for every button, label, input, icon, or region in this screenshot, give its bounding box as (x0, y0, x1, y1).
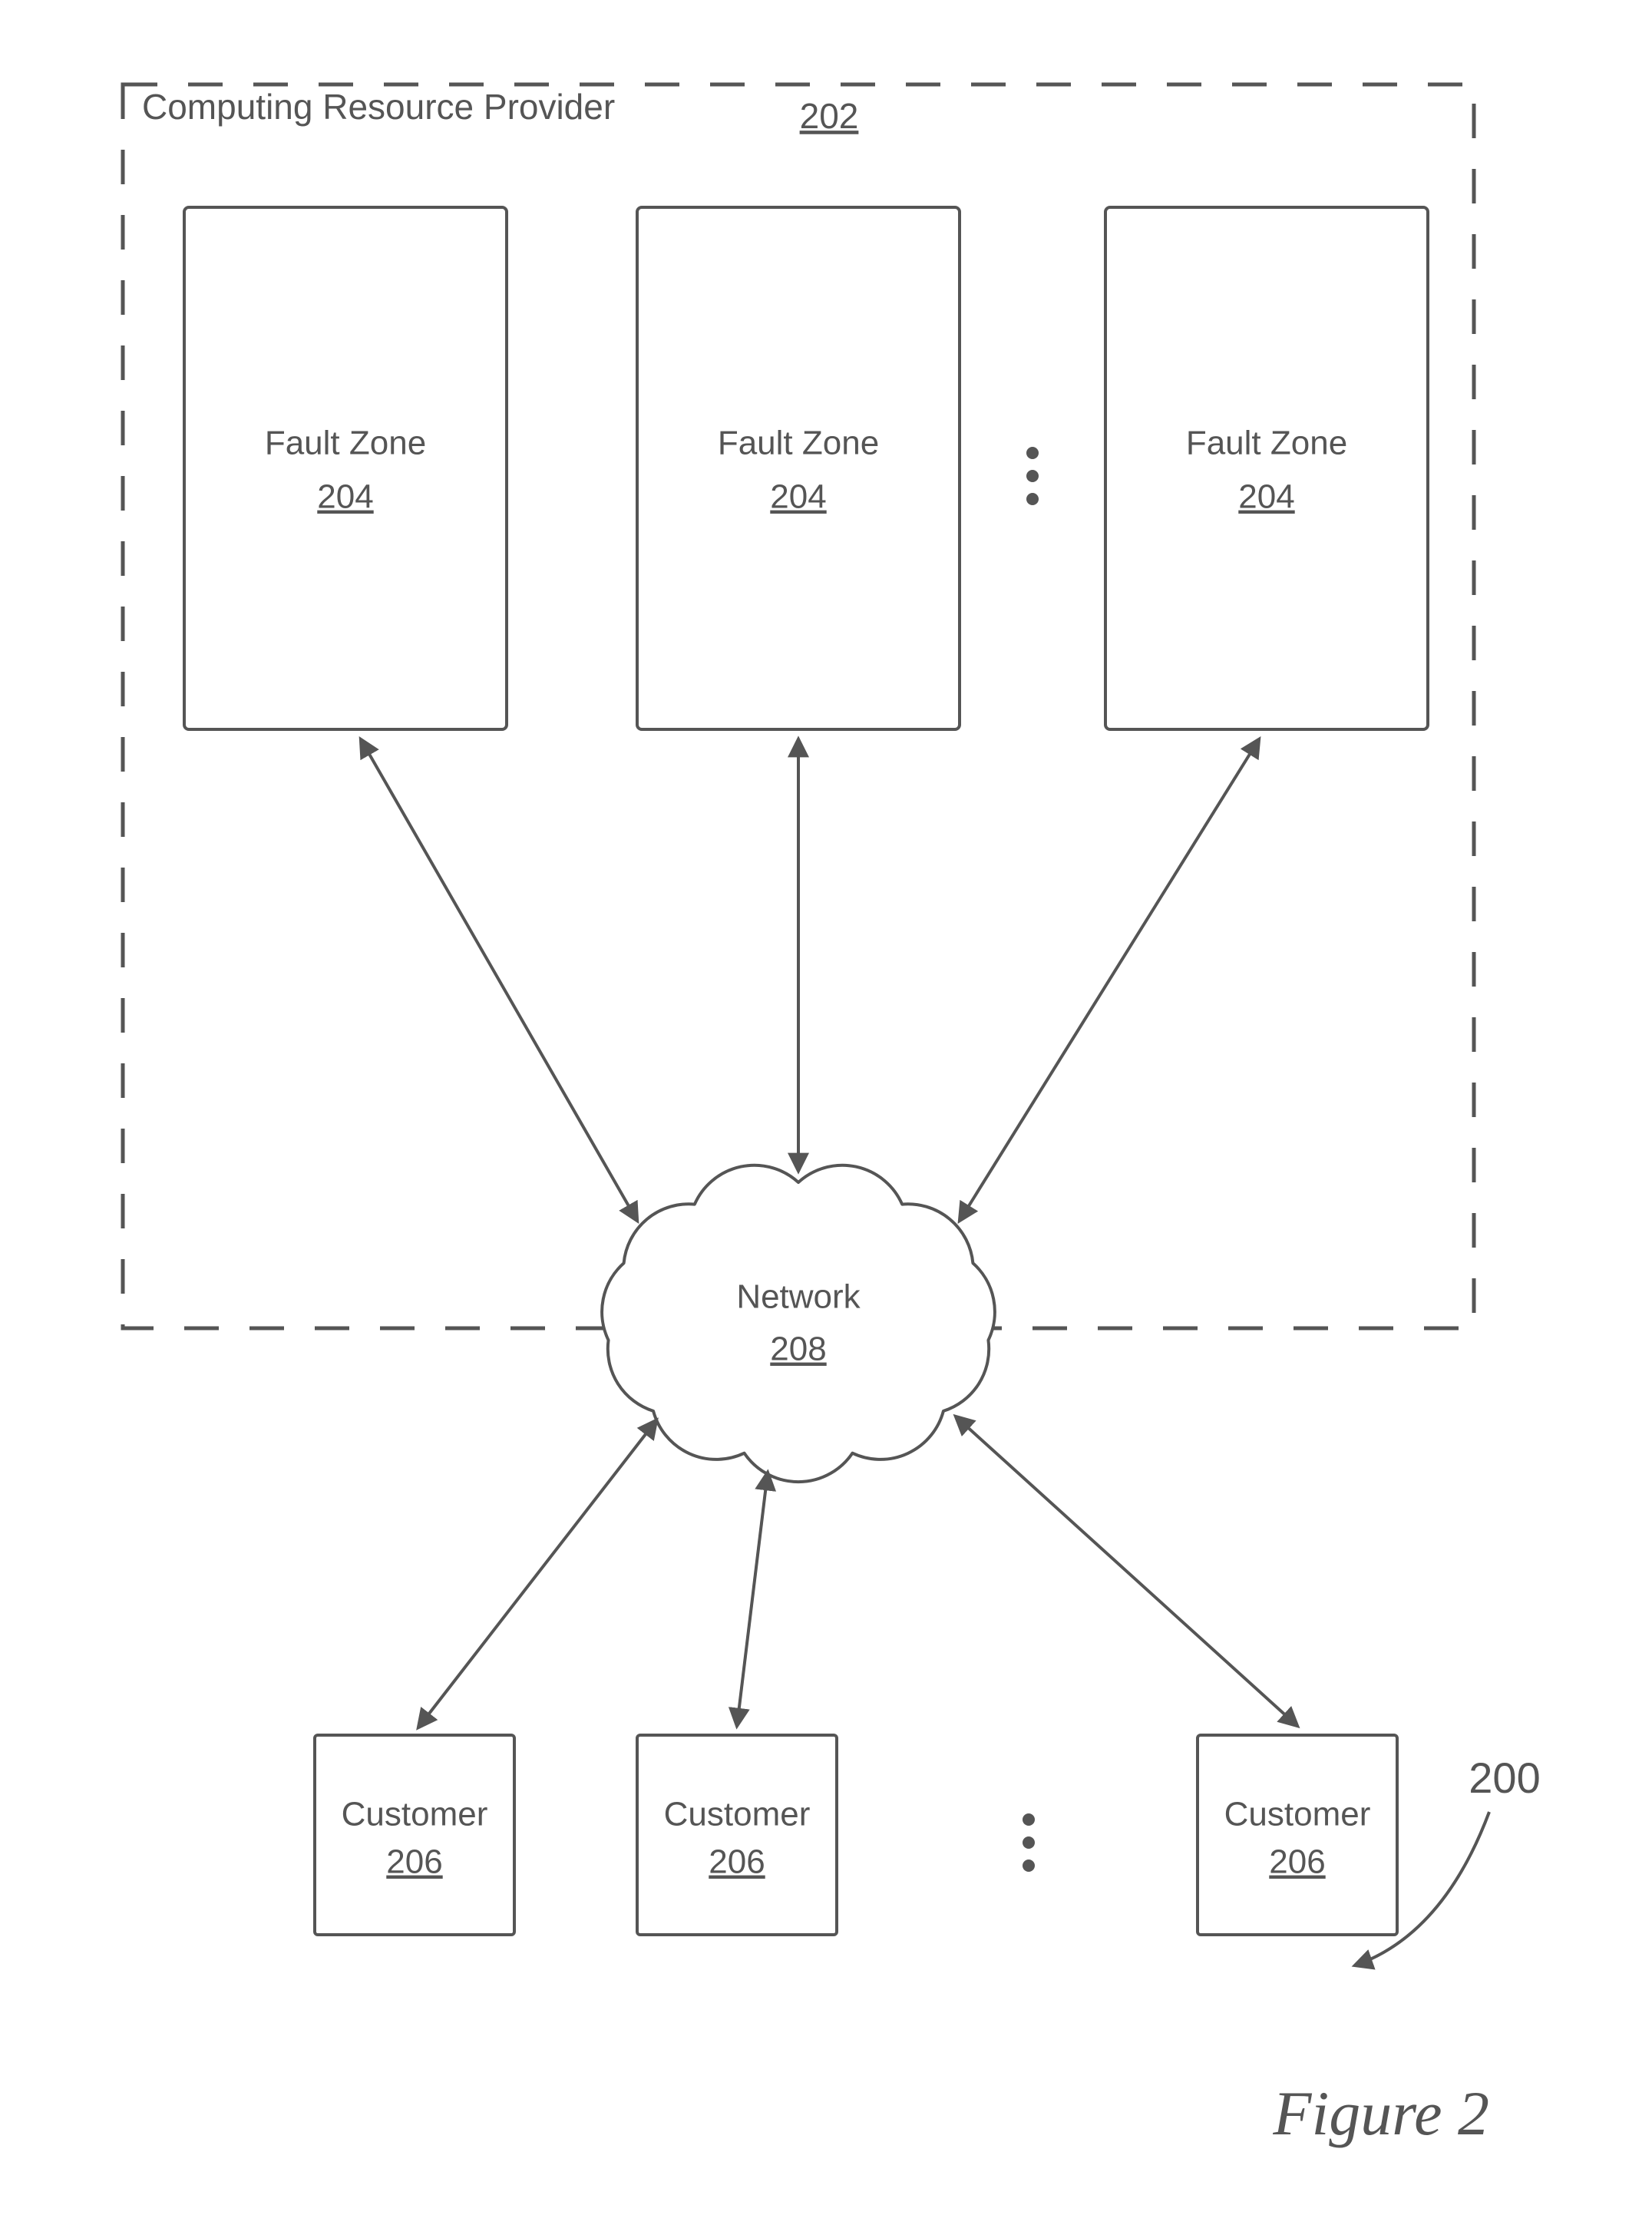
provider-title: Computing Resource Provider (142, 87, 615, 127)
svg-text:204: 204 (1238, 478, 1294, 516)
svg-text:206: 206 (386, 1843, 442, 1881)
provider-ref: 202 (800, 96, 859, 136)
svg-text:Customer: Customer (664, 1796, 811, 1833)
svg-text:Fault Zone: Fault Zone (1186, 425, 1347, 462)
network-cloud (602, 1165, 995, 1482)
figure-ref-200: 200 (1469, 1754, 1540, 1802)
svg-text:Fault Zone: Fault Zone (265, 425, 426, 462)
svg-text:Network: Network (736, 1278, 861, 1316)
svg-text:Customer: Customer (1224, 1796, 1371, 1833)
svg-text:206: 206 (1269, 1843, 1325, 1881)
figure-caption: Figure 2 (1272, 2078, 1489, 2148)
svg-text:206: 206 (709, 1843, 765, 1881)
svg-text:204: 204 (770, 478, 826, 516)
svg-text:204: 204 (317, 478, 373, 516)
svg-text:Fault Zone: Fault Zone (718, 425, 879, 462)
svg-text:208: 208 (770, 1331, 826, 1368)
svg-text:Customer: Customer (342, 1796, 488, 1833)
